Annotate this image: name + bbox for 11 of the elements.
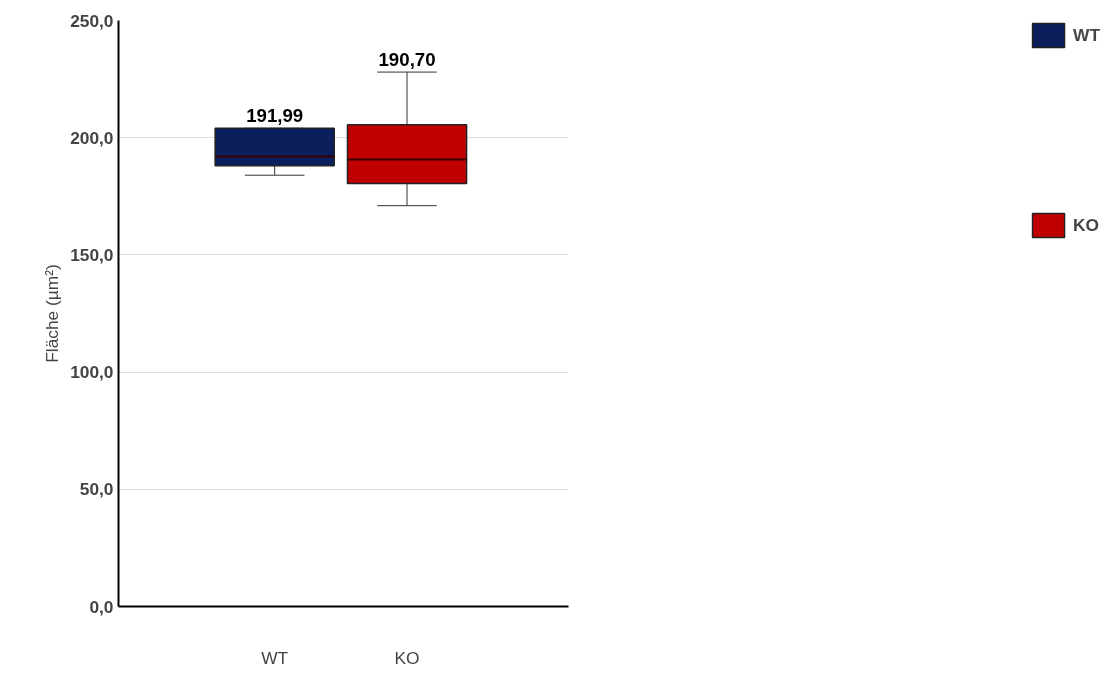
y-tick-label: 200,0: [70, 127, 114, 148]
y-tick-label: 0,0: [89, 596, 114, 617]
y-tick-label: 250,0: [70, 10, 114, 31]
legend-label: WT: [1073, 24, 1100, 46]
legend-label: KO: [1073, 214, 1100, 236]
y-tick-label: 100,0: [70, 362, 114, 383]
y-tick-label: 50,0: [79, 479, 114, 500]
annotation: 190,70: [378, 49, 436, 71]
y-tick-label: 150,0: [70, 244, 114, 265]
annotation: 191,99: [246, 105, 304, 127]
y-axis-title: Fläche (µm²): [42, 264, 63, 363]
